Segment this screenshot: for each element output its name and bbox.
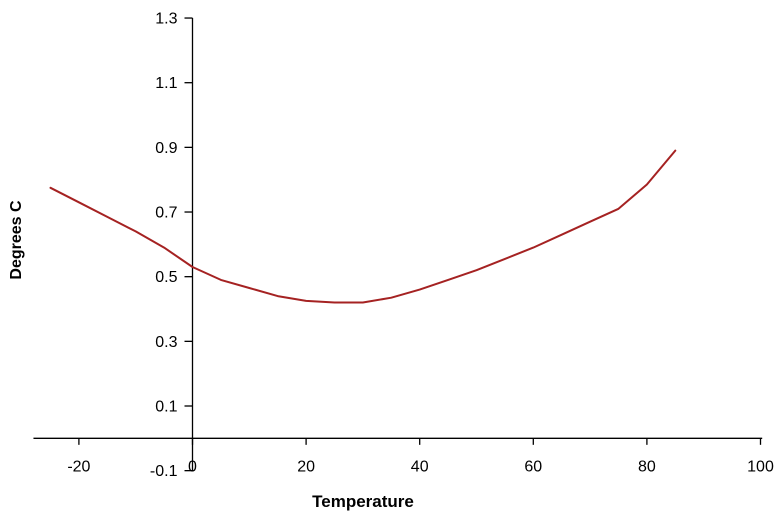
- y-tick-label: 1.3: [155, 11, 177, 28]
- y-tick-label: 1.1: [155, 75, 177, 92]
- y-tick-label: -0.1: [150, 463, 178, 480]
- x-tick-label: 80: [638, 458, 656, 475]
- x-axis-title: Temperature: [312, 492, 414, 511]
- y-tick-label: 0.7: [155, 205, 177, 222]
- x-tick-label: 40: [411, 458, 429, 475]
- x-tick-label: 100: [747, 458, 774, 475]
- y-tick-label: 0.3: [155, 334, 177, 351]
- y-tick-label: 0.5: [155, 269, 177, 286]
- data-series-line: [49, 149, 677, 304]
- y-tick-label: 0.1: [155, 399, 177, 416]
- x-tick-label: -20: [67, 458, 90, 475]
- x-tick-label: 60: [524, 458, 542, 475]
- y-tick-label: 0.9: [155, 140, 177, 157]
- y-axis-title: Degrees C: [8, 200, 25, 280]
- x-tick-label: 20: [297, 458, 315, 475]
- x-tick-label: 0: [188, 458, 197, 475]
